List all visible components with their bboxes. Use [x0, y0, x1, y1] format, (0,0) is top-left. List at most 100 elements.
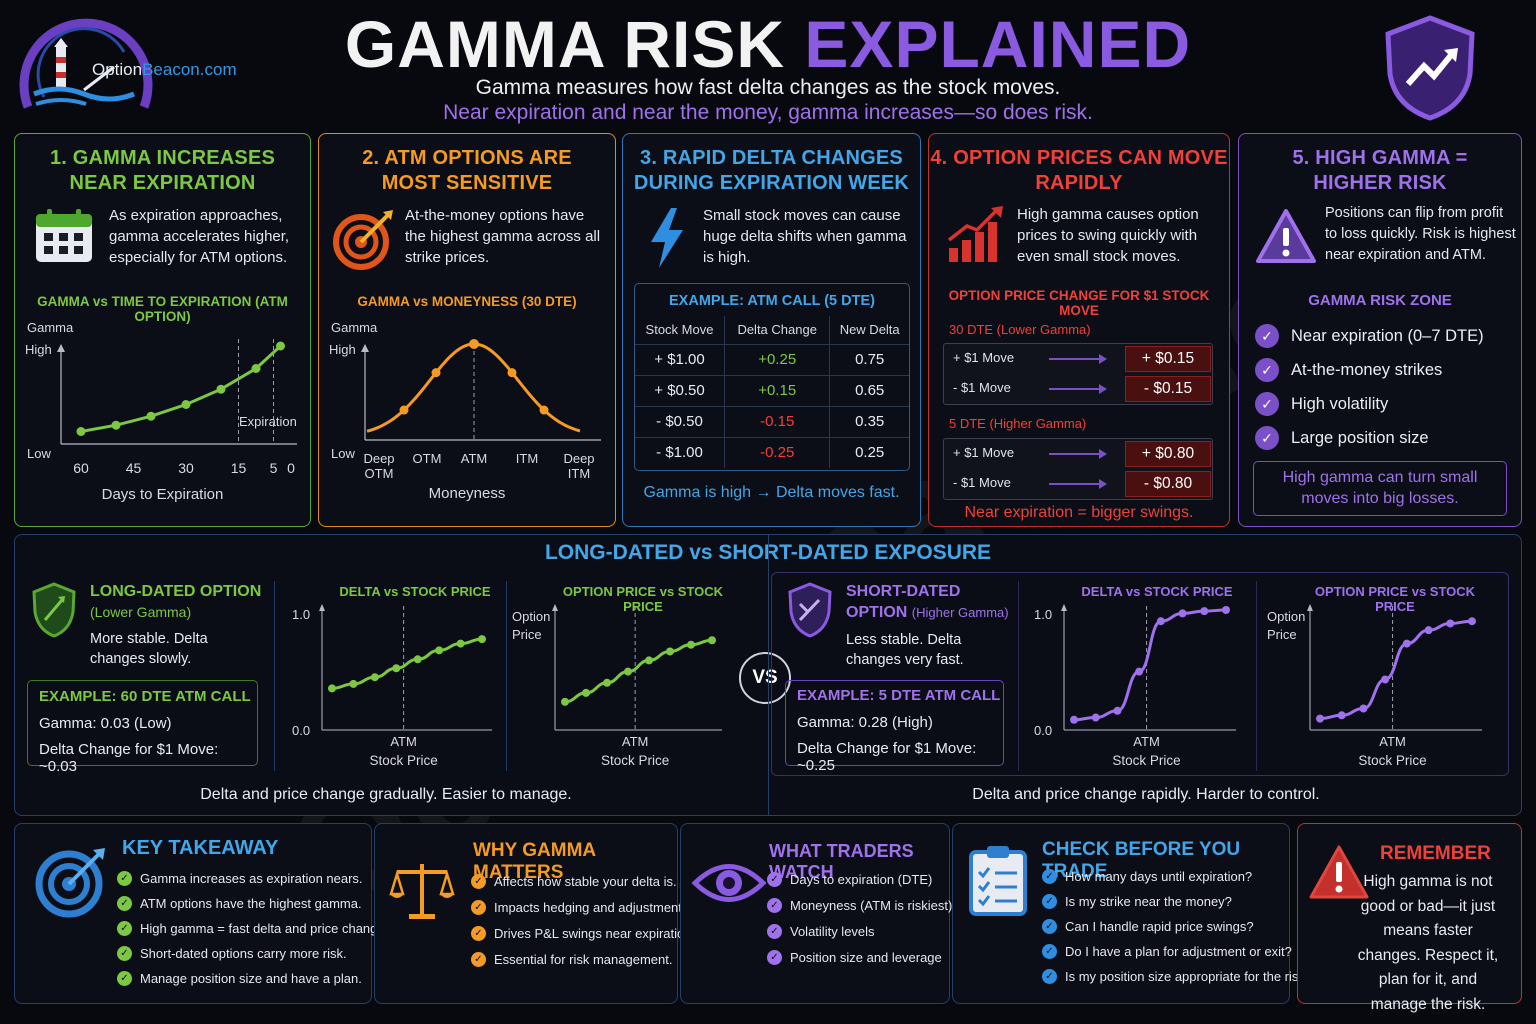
check-icon: ✓ [767, 924, 782, 939]
chart-title: OPTION PRICE vs STOCK PRICE [562, 584, 724, 614]
example-delta-change: Delta Change for $1 Move: ~0.03 [39, 741, 219, 775]
data-point [370, 673, 379, 682]
check-icon: ✓ [117, 946, 132, 961]
check-icon: ✓ [471, 874, 486, 889]
list-item: ✓ Manage position size and have a plan. [117, 971, 362, 986]
y-axis-label: Option [512, 609, 551, 624]
table-cell-move: - $1.00 [635, 436, 725, 468]
item-label: Near expiration (0–7 DTE) [1291, 326, 1484, 345]
list-item: ✓ Can I handle rapid price swings? [1042, 919, 1254, 934]
example-title: EXAMPLE: 5 DTE ATM CALL [797, 687, 1001, 704]
x-tick-label: 5 [269, 460, 278, 476]
panel-atm-sensitive: 2. ATM OPTIONS ARE MOST SENSITIVE At-the-… [318, 133, 616, 527]
table-cell-change: -0.25 [724, 436, 830, 468]
price-change-value: - $0.80 [1125, 471, 1211, 497]
check-icon: ✓ [1255, 392, 1279, 416]
group2-label: 5 DTE (Higher Gamma) [949, 416, 1087, 431]
remember-text: High gamma is not good or bad—it just me… [1357, 873, 1499, 1013]
gamma-moneyness-chart [361, 339, 601, 441]
list-item: ✓ High gamma = fast delta and price chang… [117, 921, 395, 936]
panel-title: KEY TAKEAWAY [122, 837, 279, 859]
short-title: SHORT-DATED [846, 583, 961, 600]
item-label: Is my position size appropriate for the … [1065, 969, 1313, 984]
item-label: How many days until expiration? [1065, 869, 1253, 884]
table-row: - $1.00 -0.25 0.25 [635, 436, 909, 468]
panel-text: High gamma causes option prices to swing… [1017, 206, 1199, 265]
y-high-label: High [25, 342, 52, 357]
data-point [539, 405, 549, 415]
zone-title: GAMMA RISK ZONE [1308, 292, 1452, 309]
eye-icon [691, 864, 767, 902]
logo[interactable]: OptionBeacon.com [14, 12, 254, 117]
data-point [1113, 706, 1122, 715]
table-header: Stock Move [645, 322, 714, 338]
example-delta-change: Delta Change for $1 Move: ~0.25 [797, 740, 977, 774]
shield-icon [32, 582, 76, 638]
bar-chart-up-icon [947, 206, 1003, 262]
check-icon: ✓ [1042, 869, 1057, 884]
table-title: EXAMPLE: ATM CALL (5 DTE) [669, 293, 875, 309]
y-axis-arrow [1307, 604, 1313, 611]
risk-zone-item: ✓ At-the-money strikes [1255, 358, 1442, 382]
panel-rapid-delta: 3. RAPID DELTA CHANGES DURING EXPIRATION … [622, 133, 921, 527]
list-item: ✓ Days to expiration (DTE) [767, 872, 932, 887]
item-label: Can I handle rapid price swings? [1065, 919, 1254, 934]
what-traders-watch-panel: WHAT TRADERS WATCH ✓ Days to expiration (… [680, 823, 952, 1004]
panel-option-prices: 4. OPTION PRICES CAN MOVE RAPIDLY High ga… [928, 133, 1230, 527]
item-label: Do I have a plan for adjustment or exit? [1065, 944, 1292, 959]
data-point [478, 635, 486, 644]
long-example-box: EXAMPLE: 60 DTE ATM CALL Gamma: 0.03 (Lo… [27, 680, 258, 775]
expiration-annotation: Expiration [239, 414, 297, 429]
panel-title: 2. ATM OPTIONS ARE MOST SENSITIVE [362, 147, 572, 194]
arrow-head [1099, 384, 1107, 394]
y-high-label: High [329, 342, 356, 357]
arrow-head [1099, 449, 1107, 459]
check-icon: ✓ [117, 921, 132, 936]
move-label: - $1 Move [953, 380, 1011, 395]
item-label: Position size and leverage [790, 950, 942, 965]
item-label: High volatility [1291, 394, 1389, 413]
remember-panel: REMEMBER High gamma is not good or bad—i… [1297, 823, 1522, 1013]
divider [1256, 581, 1257, 771]
arrow-right-icon [1049, 354, 1107, 364]
why-gamma-panel: WHY GAMMA MATTERS ✓ Affects how stable yo… [374, 823, 695, 1004]
panel-footer: Near expiration = bigger swings. [964, 504, 1194, 521]
item-label: Large position size [1291, 428, 1429, 447]
warning-triangle-icon [1256, 209, 1316, 263]
example-table: EXAMPLE: ATM CALL (5 DTE) Stock Move Delt… [634, 283, 910, 471]
short-footer: Delta and price change rapidly. Harder t… [972, 786, 1320, 803]
data-point [1381, 675, 1390, 684]
x-tick-label: OTM [412, 451, 442, 466]
long-subtitle: (Lower Gamma) [90, 604, 192, 620]
subtitle-2: Near expiration and near the money, gamm… [443, 101, 1093, 124]
data-point [1446, 619, 1455, 628]
table-row: - $0.50 -0.15 0.35 [635, 405, 909, 437]
data-point [456, 639, 465, 648]
move-label: + $1 Move [953, 350, 1015, 365]
y-low-label: Low [27, 446, 51, 461]
shield-chart-icon [1385, 15, 1475, 121]
long-title: LONG-DATED OPTION [90, 583, 262, 600]
data-point [1070, 715, 1078, 724]
check-icon: ✓ [1042, 894, 1057, 909]
list-item: ✓ ATM options have the highest gamma. [117, 896, 362, 911]
price-change-value: - $0.15 [1125, 376, 1211, 402]
data-point [624, 667, 632, 676]
x-tick-label: ATM [460, 451, 488, 466]
page-title: GAMMA RISK EXPLAINED [344, 7, 1192, 81]
data-point [349, 679, 358, 688]
move-label: - $1 Move [953, 475, 1011, 490]
x-tick-label: ITM [515, 451, 539, 466]
arrow-right-icon [1049, 479, 1107, 489]
list-item: ✓ Volatility levels [767, 924, 875, 939]
item-label: Gamma increases as expiration nears. [140, 871, 363, 886]
chart-title: DELTA vs STOCK PRICE [1081, 584, 1233, 599]
table-header: Delta Change [724, 316, 830, 344]
data-point [469, 339, 479, 349]
target-icon [35, 848, 105, 918]
table-cell-delta: 0.25 [829, 436, 909, 468]
check-icon: ✓ [1255, 426, 1279, 450]
item-label: Short-dated options carry more risk. [140, 946, 347, 961]
x-tick-label: ATM [1379, 734, 1406, 749]
panel-title: WHY GAMMA MATTERS [473, 840, 596, 883]
